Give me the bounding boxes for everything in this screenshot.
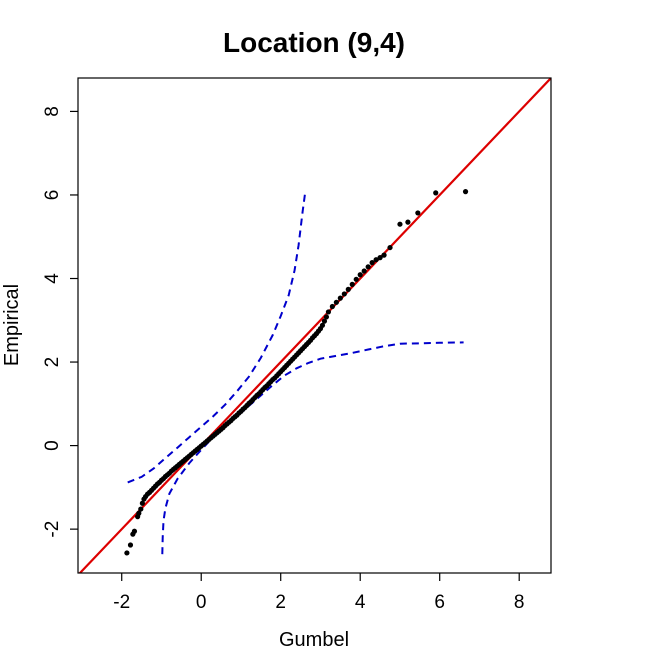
- data-point: [325, 309, 332, 315]
- y-tick-label: -2: [42, 521, 63, 538]
- data-point: [319, 322, 326, 328]
- plot-frame: [77, 77, 552, 574]
- data-point: [357, 272, 363, 278]
- data-point: [377, 255, 383, 261]
- x-tick-label: -2: [113, 592, 130, 613]
- data-point: [353, 276, 359, 282]
- y-tick-label: 6: [42, 190, 63, 201]
- x-axis: -2 0 2 4 6 8: [113, 573, 524, 613]
- upper-confidence-band: [127, 190, 307, 484]
- x-tick-label: 6: [434, 592, 445, 613]
- y-tick-label: 0: [42, 440, 63, 451]
- data-point: [369, 260, 375, 266]
- data-point: [139, 500, 145, 506]
- data-point: [321, 318, 328, 324]
- x-tick-label: 0: [196, 592, 207, 613]
- y-tick-label: 4: [42, 273, 63, 284]
- data-point: [124, 550, 130, 556]
- x-tick-label: 2: [275, 592, 286, 613]
- data-point: [349, 281, 355, 287]
- y-axis-label: Empirical: [1, 284, 23, 366]
- data-point: [462, 189, 469, 195]
- data-point: [387, 244, 393, 251]
- data-point: [381, 252, 387, 258]
- data-point: [337, 295, 343, 301]
- y-axis: -2 0 2 4 6 8: [42, 106, 78, 538]
- data-point: [397, 221, 403, 227]
- x-tick-label: 8: [514, 592, 525, 613]
- y-tick-label: 2: [42, 357, 63, 368]
- data-point: [323, 314, 330, 320]
- data-point: [373, 257, 379, 263]
- chart-title: Location (9,4): [223, 27, 405, 58]
- x-tick-label: 4: [355, 592, 366, 613]
- x-axis-label: Gumbel: [279, 629, 349, 651]
- data-point: [415, 210, 421, 216]
- data-point: [341, 291, 347, 297]
- data-point: [131, 528, 138, 534]
- data-point: [405, 219, 411, 225]
- data-point: [365, 264, 371, 270]
- data-point: [433, 190, 439, 196]
- data-point: [345, 286, 351, 292]
- data-point: [138, 506, 144, 512]
- data-point: [136, 510, 142, 516]
- data-point: [329, 303, 335, 310]
- y-tick-label: 8: [42, 106, 63, 117]
- reference-line: [78, 78, 551, 573]
- lower-confidence-band: [161, 341, 464, 555]
- data-point: [127, 542, 134, 548]
- data-point: [361, 268, 367, 274]
- data-point: [333, 299, 339, 305]
